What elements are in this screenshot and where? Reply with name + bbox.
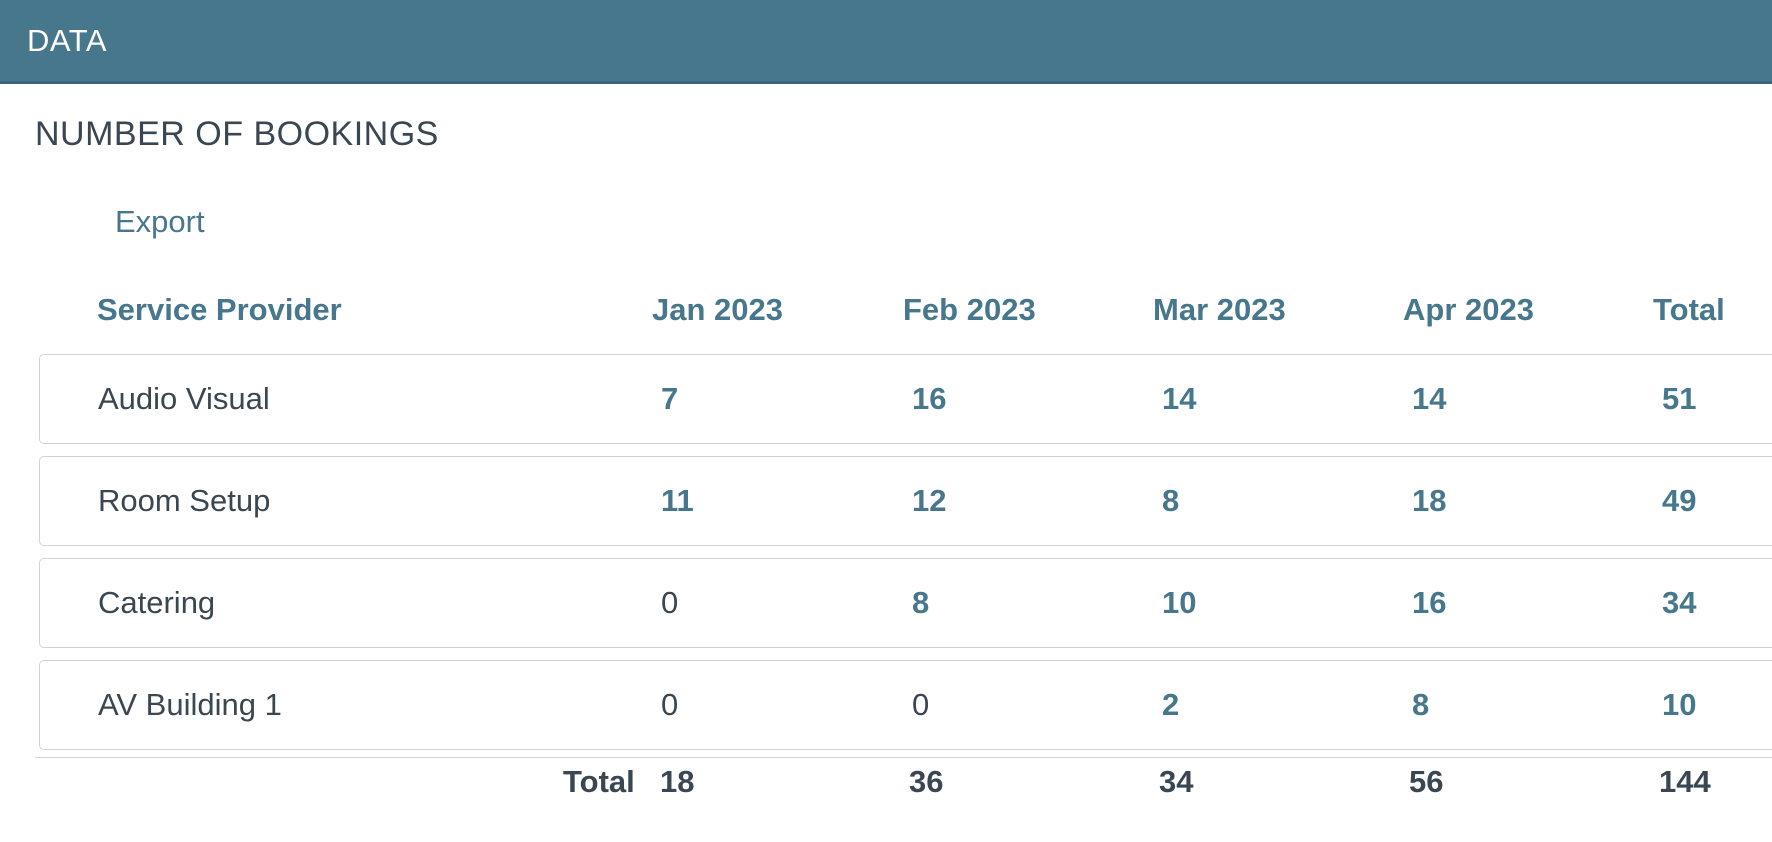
totals-divider — [35, 757, 1772, 758]
top-header-bar: DATA — [0, 0, 1772, 84]
row-value-total[interactable]: 10 — [1662, 687, 1697, 722]
row-value-feb: 0 — [912, 687, 930, 722]
row-value-mar[interactable]: 14 — [1162, 381, 1197, 416]
row-value-jan: 0 — [661, 687, 679, 722]
column-header-feb-2023[interactable]: Feb 2023 — [903, 292, 1036, 327]
row-value-apr[interactable]: 18 — [1412, 483, 1447, 518]
row-value-total[interactable]: 51 — [1662, 381, 1697, 416]
totals-label: Total — [563, 764, 635, 799]
header-title: DATA — [27, 23, 108, 58]
row-provider-name: AV Building 1 — [98, 687, 282, 722]
table-header-row: Service Provider Jan 2023 Feb 2023 Mar 2… — [0, 292, 1772, 336]
column-header-jan-2023[interactable]: Jan 2023 — [652, 292, 783, 327]
row-value-apr[interactable]: 14 — [1412, 381, 1447, 416]
row-value-total[interactable]: 34 — [1662, 585, 1697, 620]
row-value-feb[interactable]: 8 — [912, 585, 930, 620]
column-header-mar-2023[interactable]: Mar 2023 — [1153, 292, 1286, 327]
row-value-feb[interactable]: 16 — [912, 381, 947, 416]
total-value-mar: 34 — [1159, 764, 1194, 799]
row-value-mar[interactable]: 10 — [1162, 585, 1197, 620]
row-provider-name: Audio Visual — [98, 381, 270, 416]
row-value-total[interactable]: 49 — [1662, 483, 1697, 518]
column-header-apr-2023[interactable]: Apr 2023 — [1403, 292, 1534, 327]
row-value-mar[interactable]: 8 — [1162, 483, 1180, 518]
total-value-jan: 18 — [660, 764, 695, 799]
column-header-service-provider[interactable]: Service Provider — [97, 292, 342, 327]
row-value-jan[interactable]: 11 — [661, 483, 694, 518]
export-link[interactable]: Export — [115, 204, 205, 239]
row-value-jan[interactable]: 7 — [661, 381, 679, 416]
row-value-jan: 0 — [661, 585, 679, 620]
row-provider-name: Catering — [98, 585, 216, 620]
row-value-feb[interactable]: 12 — [912, 483, 947, 518]
row-value-apr[interactable]: 16 — [1412, 585, 1447, 620]
column-header-total[interactable]: Total — [1653, 292, 1725, 327]
table-row-av-building-1[interactable]: AV Building 1 0 0 2 8 10 — [39, 660, 1772, 750]
row-value-mar[interactable]: 2 — [1162, 687, 1180, 722]
table-row-audio-visual[interactable]: Audio Visual 7 16 14 14 51 — [39, 354, 1772, 444]
total-value-apr: 56 — [1409, 764, 1444, 799]
table-row-catering[interactable]: Catering 0 8 10 16 34 — [39, 558, 1772, 648]
total-value-feb: 36 — [909, 764, 944, 799]
table-row-room-setup[interactable]: Room Setup 11 12 8 18 49 — [39, 456, 1772, 546]
row-value-apr[interactable]: 8 — [1412, 687, 1430, 722]
section-title: NUMBER OF BOOKINGS — [35, 115, 439, 153]
total-value-total: 144 — [1659, 764, 1711, 799]
totals-row: Total 18 36 34 56 144 — [0, 764, 1772, 808]
row-provider-name: Room Setup — [98, 483, 271, 518]
